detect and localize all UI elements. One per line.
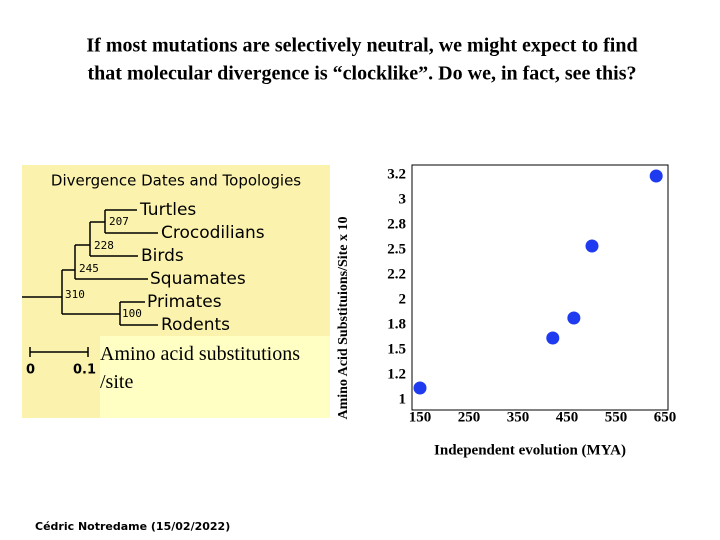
x-tick-label: 650: [654, 409, 677, 425]
node-label: 100: [122, 307, 142, 320]
y-tick-label: 1.2: [387, 366, 406, 382]
caption-text: Amino acid substitutions /site: [100, 343, 300, 393]
taxon: Primates: [147, 292, 222, 312]
tree-title: Divergence Dates and Topologies: [51, 172, 301, 190]
point: [546, 331, 560, 345]
caption: Amino acid substitutions /site: [100, 343, 300, 393]
x-tick-label: 250: [458, 409, 481, 425]
plot-frame: [411, 164, 669, 411]
scatter-chart: Amino Acid Substituions/Site x 10 Indepe…: [336, 164, 677, 458]
y-tick-label: 1: [399, 391, 407, 407]
y-tick-label: 2.2: [387, 266, 406, 282]
taxon: Squamates: [150, 269, 246, 289]
node-label: 245: [79, 262, 99, 275]
slide-title: that molecular divergence is “clocklike”…: [88, 63, 637, 85]
tree-panel: Divergence Dates and Topologies Turtles …: [22, 165, 330, 418]
x-tick-label: 450: [556, 409, 579, 425]
y-tick-label: 3.2: [387, 166, 406, 182]
point: [567, 311, 581, 325]
taxon: Crocodilians: [161, 223, 265, 243]
node-label: 228: [94, 239, 114, 252]
point: [585, 239, 599, 253]
caption-bg: [100, 336, 330, 418]
y-tick-label: 2.8: [387, 216, 406, 232]
x-axis-title: Independent evolution (MYA): [434, 442, 626, 458]
y-tick-label: 2.5: [387, 241, 406, 257]
tree-lines: [22, 209, 158, 326]
y-tick-label: 2: [399, 291, 407, 307]
taxon: Rodents: [161, 315, 230, 335]
y-tick-label: 1.8: [387, 316, 406, 332]
slide-title: If most mutations are selectively neutra…: [86, 35, 637, 57]
node-label: 310: [65, 288, 85, 301]
y-tick-label: 1.5: [387, 341, 406, 357]
point: [649, 169, 663, 183]
point: [413, 381, 427, 395]
y-axis-title: Amino Acid Substituions/Site x 10: [336, 216, 351, 419]
x-tick-label: 350: [507, 409, 530, 425]
x-tick-label: 550: [605, 409, 628, 425]
scale-label: 0: [26, 363, 35, 378]
node-label: 207: [109, 215, 129, 228]
x-tick-label: 150: [409, 409, 432, 425]
taxon: Birds: [141, 246, 184, 266]
y-tick-label: 3: [399, 191, 407, 207]
scale-label: 0.1: [73, 363, 96, 378]
taxon: Turtles: [139, 200, 196, 220]
footer: Cédric Notredame (15/02/2022): [35, 520, 230, 533]
